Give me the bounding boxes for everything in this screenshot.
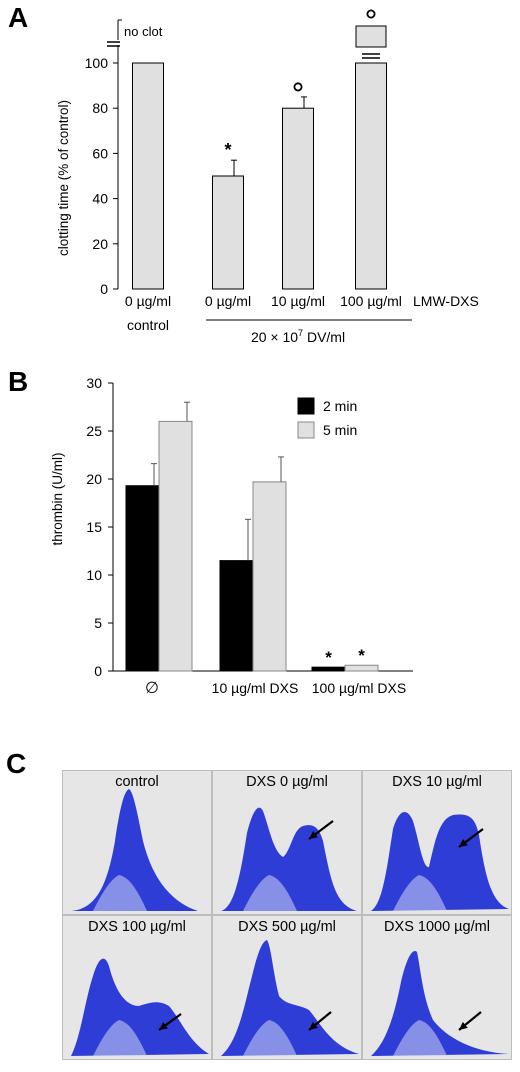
gel-image [371, 951, 509, 1056]
gel-label: control [115, 774, 159, 790]
no-clot-box [355, 25, 387, 48]
bar [132, 62, 164, 290]
gel-peak-shape [371, 951, 509, 1056]
bar [252, 481, 287, 672]
gel-label: DXS 500 µg/ml [238, 919, 336, 935]
significance-marker [366, 9, 376, 19]
gel-image [71, 958, 209, 1056]
y-tick-label: 15 [86, 519, 102, 535]
y-tick-label: 20 [92, 236, 108, 252]
gel-peak-shape [371, 811, 509, 911]
legend-label-5min: 5 min [323, 422, 357, 438]
gel-label: DXS 100 µg/ml [88, 919, 186, 935]
category-label: 100 µg/ml [340, 293, 402, 309]
chart-b-y-ticks: 0 5 10 15 20 25 30 [86, 375, 113, 679]
significance-marker: * [224, 140, 231, 160]
panel-c-letter: C [6, 748, 27, 779]
chart-b-category-labels: ∅ 10 µg/ml DXS 100 µg/ml DXS [145, 680, 406, 697]
gel-image-cell: control [62, 770, 212, 915]
no-clot-bar-extension [355, 25, 387, 59]
y-tick-label: 40 [92, 191, 108, 207]
gel-image-cell: DXS 500 µg/ml [212, 915, 362, 1060]
gel-image [371, 811, 509, 911]
arrow-head-icon [459, 1021, 468, 1030]
gel-peak-shape [71, 958, 209, 1056]
panel-b-letter: B [8, 366, 29, 397]
category-label: 10 µg/ml DXS [212, 680, 299, 696]
gel-peak-shape [71, 789, 198, 911]
category-label: 0 µg/ml [205, 293, 251, 309]
gel-highlight [243, 1020, 297, 1056]
arrow-head-icon [159, 1022, 168, 1030]
chart-a-category-labels: 0 µg/ml 0 µg/ml 10 µg/ml 100 µg/ml [125, 293, 402, 309]
gel-image-grid: control DXS 0 µg/ml DXS 10 µg/ml DXS 100 µg… [62, 770, 512, 1060]
chart-a-y-axis-label: clotting time (% of control) [56, 100, 71, 256]
gel-peak-shape [221, 940, 359, 1056]
panel-a-letter: A [8, 2, 29, 33]
gel-image [221, 807, 357, 911]
y-tick-label: 10 [86, 567, 102, 583]
y-tick-label: 80 [92, 100, 108, 116]
y-tick-label: 0 [94, 663, 102, 679]
arrow-head-icon [309, 831, 318, 839]
bar [125, 485, 160, 672]
gel-image-cell: DXS 0 µg/ml [212, 770, 362, 915]
gel-image [71, 789, 198, 911]
gel-peak-shape [221, 807, 357, 911]
gel-highlight [93, 1020, 147, 1056]
chart-b-bars: * * [125, 401, 379, 672]
arrow-head-icon [459, 839, 468, 847]
y-tick-label: 0 [100, 281, 108, 297]
control-label: control [127, 317, 169, 333]
bar [212, 175, 244, 290]
y-tick-label: 60 [92, 145, 108, 161]
bar [355, 62, 387, 290]
series-label: LMW-DXS [413, 293, 479, 309]
bar [282, 107, 314, 290]
chart-b-y-axis-label: thrombin (U/ml) [50, 452, 65, 545]
gel-highlight [243, 875, 297, 911]
chart-a-y-ticks: 0 20 40 60 80 100 [85, 55, 118, 297]
gel-label: DXS 0 µg/ml [246, 774, 328, 790]
chart-a-bars: * [132, 9, 387, 290]
gel-image [221, 940, 359, 1056]
gel-label: DXS 1000 µg/ml [384, 919, 490, 935]
axis-break-label: no clot [124, 24, 163, 39]
y-tick-label: 100 [85, 55, 109, 71]
bar [344, 664, 379, 672]
bar [311, 666, 346, 672]
category-label: 10 µg/ml [271, 293, 325, 309]
category-label: 0 µg/ml [125, 293, 171, 309]
y-tick-label: 30 [86, 375, 102, 391]
significance-marker [293, 82, 303, 92]
significance-marker: * [325, 648, 332, 667]
chart-b-legend: 2 min 5 min [297, 397, 357, 439]
category-label: 100 µg/ml DXS [312, 680, 406, 696]
bar [158, 420, 193, 672]
gel-highlight [393, 1020, 447, 1056]
gel-image-cell: DXS 100 µg/ml [62, 915, 212, 1060]
clotting-time-chart: no clot clotting time (% of control) 0 20… [56, 9, 479, 345]
y-tick-label: 5 [94, 615, 102, 631]
legend-swatch-5min [297, 421, 315, 439]
y-tick-label: 20 [86, 471, 102, 487]
gel-image-cell: DXS 1000 µg/ml [362, 915, 512, 1060]
gel-image-cell: DXS 10 µg/ml [362, 770, 512, 915]
gel-label: DXS 10 µg/ml [392, 774, 482, 790]
gel-highlight [393, 875, 447, 911]
category-label: ∅ [145, 680, 159, 697]
significance-marker: * [358, 646, 365, 665]
bar [219, 560, 254, 672]
y-tick-label: 25 [86, 423, 102, 439]
legend-swatch-2min [297, 397, 315, 415]
group-label: 20 × 107 DV/ml [251, 328, 345, 345]
arrow-head-icon [309, 1021, 318, 1030]
gel-highlight [93, 875, 147, 911]
legend-label-2min: 2 min [323, 398, 357, 414]
